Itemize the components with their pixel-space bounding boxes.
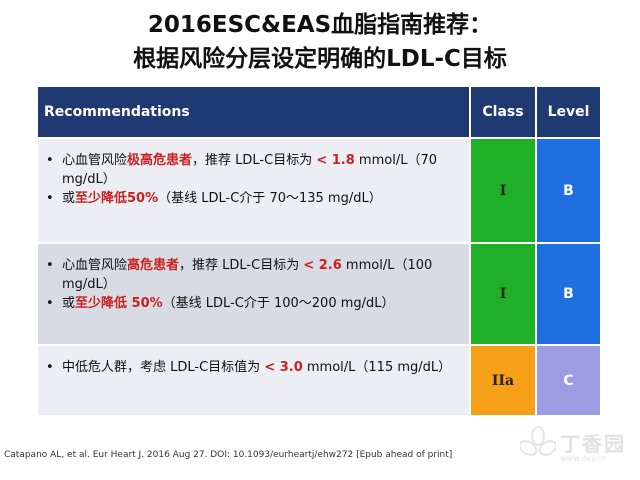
recommendation-line: • 中低危人群，考虑 LDL-C目标值为 < 3.0 mmol/L（115 mg/… — [46, 358, 463, 377]
highlighted-text: 极高危患者 — [127, 153, 193, 168]
row-1-text: • 心血管风险极高危患者，推荐 LDL-C目标为 < 1.8 mmol/L（70 … — [38, 139, 469, 208]
header-level: Level — [537, 87, 602, 139]
text-segment: 中低危人群，考虑 LDL-C目标值为 — [62, 360, 265, 375]
row-1-level: B — [537, 139, 602, 244]
text-segment: ，推荐 LDL-C目标为 — [179, 258, 304, 273]
text-segment: 心血管风险 — [62, 258, 128, 273]
row-1-class: I — [471, 139, 537, 244]
recommendation-line: • 心血管风险高危患者，推荐 LDL-C目标为 < 2.6 mmol/L（100 … — [46, 256, 463, 294]
row-2-text: • 心血管风险高危患者，推荐 LDL-C目标为 < 2.6 mmol/L（100 … — [38, 244, 469, 313]
citation: Catapano AL, et al. Eur Heart J. 2016 Au… — [4, 450, 453, 460]
text-segment: mmol/L（70 mg/dL） — [62, 153, 437, 187]
row-2-level: B — [537, 244, 602, 346]
watermark-flower-icon — [518, 426, 558, 456]
bullet-icon: • — [46, 258, 54, 273]
table-row-3: • 中低危人群，考虑 LDL-C目标值为 < 3.0 mmol/L（115 mg/… — [38, 346, 471, 417]
bullet-icon: • — [46, 360, 54, 375]
text-segment: （基线 LDL-C介于 70～135 mg/dL） — [158, 191, 382, 206]
bullet-icon: • — [46, 296, 54, 311]
text-segment: 心血管风险 — [62, 153, 128, 168]
recommendation-line: • 心血管风险极高危患者，推荐 LDL-C目标为 < 1.8 mmol/L（70 … — [46, 151, 463, 189]
bullet-icon: • — [46, 153, 54, 168]
watermark-text: 丁香园 — [560, 432, 626, 456]
watermark-logo: 丁香园 www.dxy.cn — [518, 426, 632, 470]
highlighted-text: < 3.0 — [264, 360, 303, 375]
recommendation-line: • 或至少降低 50%（基线 LDL-C介于 100～200 mg/dL） — [46, 294, 463, 313]
header-class: Class — [471, 87, 537, 139]
row-3-class: IIa — [471, 346, 537, 417]
recommendation-line: • 或至少降低50%（基线 LDL-C介于 70～135 mg/dL） — [46, 189, 463, 208]
text-segment: （基线 LDL-C介于 100～200 mg/dL） — [162, 296, 395, 311]
row-3-text: • 中低危人群，考虑 LDL-C目标值为 < 3.0 mmol/L（115 mg/… — [38, 346, 469, 377]
table-row-2: • 心血管风险高危患者，推荐 LDL-C目标为 < 2.6 mmol/L（100 … — [38, 244, 471, 346]
title-line-1: 2016ESC&EAS血脂指南推荐： — [147, 12, 493, 38]
highlighted-text: 至少降低 50% — [75, 296, 163, 311]
bullet-icon: • — [46, 191, 54, 206]
highlighted-text: 高危患者 — [127, 258, 180, 273]
watermark-sub: www.dxy.cn — [560, 454, 607, 463]
text-segment: mmol/L（100 mg/dL） — [62, 258, 433, 292]
highlighted-text: 至少降低50% — [75, 191, 159, 206]
text-segment: mmol/L（115 mg/dL） — [302, 360, 452, 375]
text-segment: 或 — [62, 296, 76, 311]
table-row-1: • 心血管风险极高危患者，推荐 LDL-C目标为 < 1.8 mmol/L（70 … — [38, 139, 471, 244]
slide-title: 2016ESC&EAS血脂指南推荐： 根据风险分层设定明确的LDL-C目标 — [0, 8, 640, 76]
highlighted-text: < 2.6 — [303, 258, 342, 273]
text-segment: 或 — [62, 191, 76, 206]
highlighted-text: < 1.8 — [316, 153, 355, 168]
title-line-2: 根据风险分层设定明确的LDL-C目标 — [133, 46, 507, 72]
recommendation-table: Recommendations Class Level • 心血管风险极高危患者，… — [38, 87, 602, 417]
header-recommendations: Recommendations — [38, 87, 471, 139]
row-3-level: C — [537, 346, 602, 417]
row-2-class: I — [471, 244, 537, 346]
text-segment: ，推荐 LDL-C目标为 — [192, 153, 317, 168]
